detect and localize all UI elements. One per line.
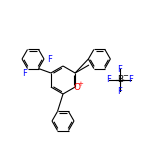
Text: O: O	[73, 83, 80, 92]
Text: F: F	[117, 64, 123, 74]
Text: F: F	[48, 55, 52, 64]
Text: F: F	[22, 69, 27, 78]
Text: F: F	[129, 76, 133, 85]
Text: −: −	[122, 73, 128, 79]
Text: +: +	[78, 81, 84, 86]
Text: F: F	[117, 86, 123, 95]
Text: F: F	[107, 76, 111, 85]
Text: B: B	[117, 76, 123, 85]
